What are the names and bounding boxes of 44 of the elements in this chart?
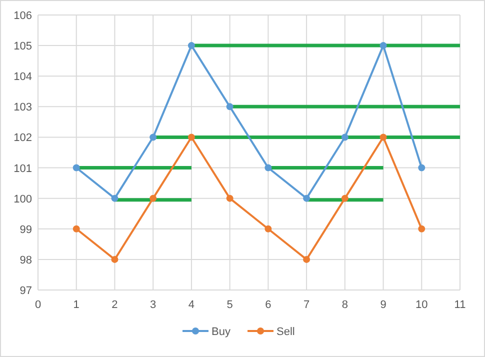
point bbox=[341, 194, 348, 202]
x-tick-label: 1 bbox=[73, 299, 80, 311]
legend-label: Buy bbox=[212, 326, 231, 338]
point bbox=[72, 164, 80, 172]
y-tick-label: 102 bbox=[14, 132, 32, 144]
y-tick-label: 97 bbox=[20, 285, 32, 297]
y-tick-label: 99 bbox=[20, 224, 32, 236]
x-tick-label: 11 bbox=[454, 299, 466, 311]
x-tick-label: 0 bbox=[34, 299, 42, 311]
point bbox=[226, 103, 234, 110]
point bbox=[150, 194, 157, 202]
x-tick-label: 6 bbox=[265, 299, 272, 311]
y-tick-label: 105 bbox=[14, 40, 32, 53]
point bbox=[264, 225, 272, 232]
point bbox=[341, 134, 348, 141]
point bbox=[380, 42, 387, 50]
point bbox=[72, 225, 80, 232]
x-tick-label: 4 bbox=[188, 299, 195, 311]
x-tick-label: 8 bbox=[342, 299, 348, 311]
y-tick-label: 104 bbox=[14, 71, 32, 84]
y-tick-label: 98 bbox=[20, 254, 32, 266]
point bbox=[150, 134, 157, 141]
point bbox=[418, 164, 426, 172]
x-tick-label: 10 bbox=[416, 299, 428, 311]
y-tick-label: 100 bbox=[14, 193, 32, 206]
y-tick-label: 103 bbox=[14, 102, 32, 114]
point bbox=[188, 134, 195, 141]
point bbox=[264, 164, 272, 172]
x-tick-label: 2 bbox=[112, 299, 118, 311]
x-tick-label: 5 bbox=[226, 299, 233, 311]
point bbox=[111, 194, 118, 202]
y-tick-label: 106 bbox=[14, 10, 32, 22]
point bbox=[418, 225, 426, 232]
x-tick-label: 9 bbox=[380, 299, 386, 311]
point bbox=[380, 134, 387, 141]
point bbox=[303, 194, 310, 202]
point bbox=[188, 42, 195, 50]
legend-label: Sell bbox=[276, 326, 295, 338]
x-tick-label: 7 bbox=[303, 299, 310, 311]
y-tick-label: 101 bbox=[14, 162, 32, 175]
point bbox=[303, 256, 310, 263]
point bbox=[111, 256, 118, 263]
point bbox=[226, 194, 234, 202]
x-tick-label: 3 bbox=[150, 299, 156, 311]
